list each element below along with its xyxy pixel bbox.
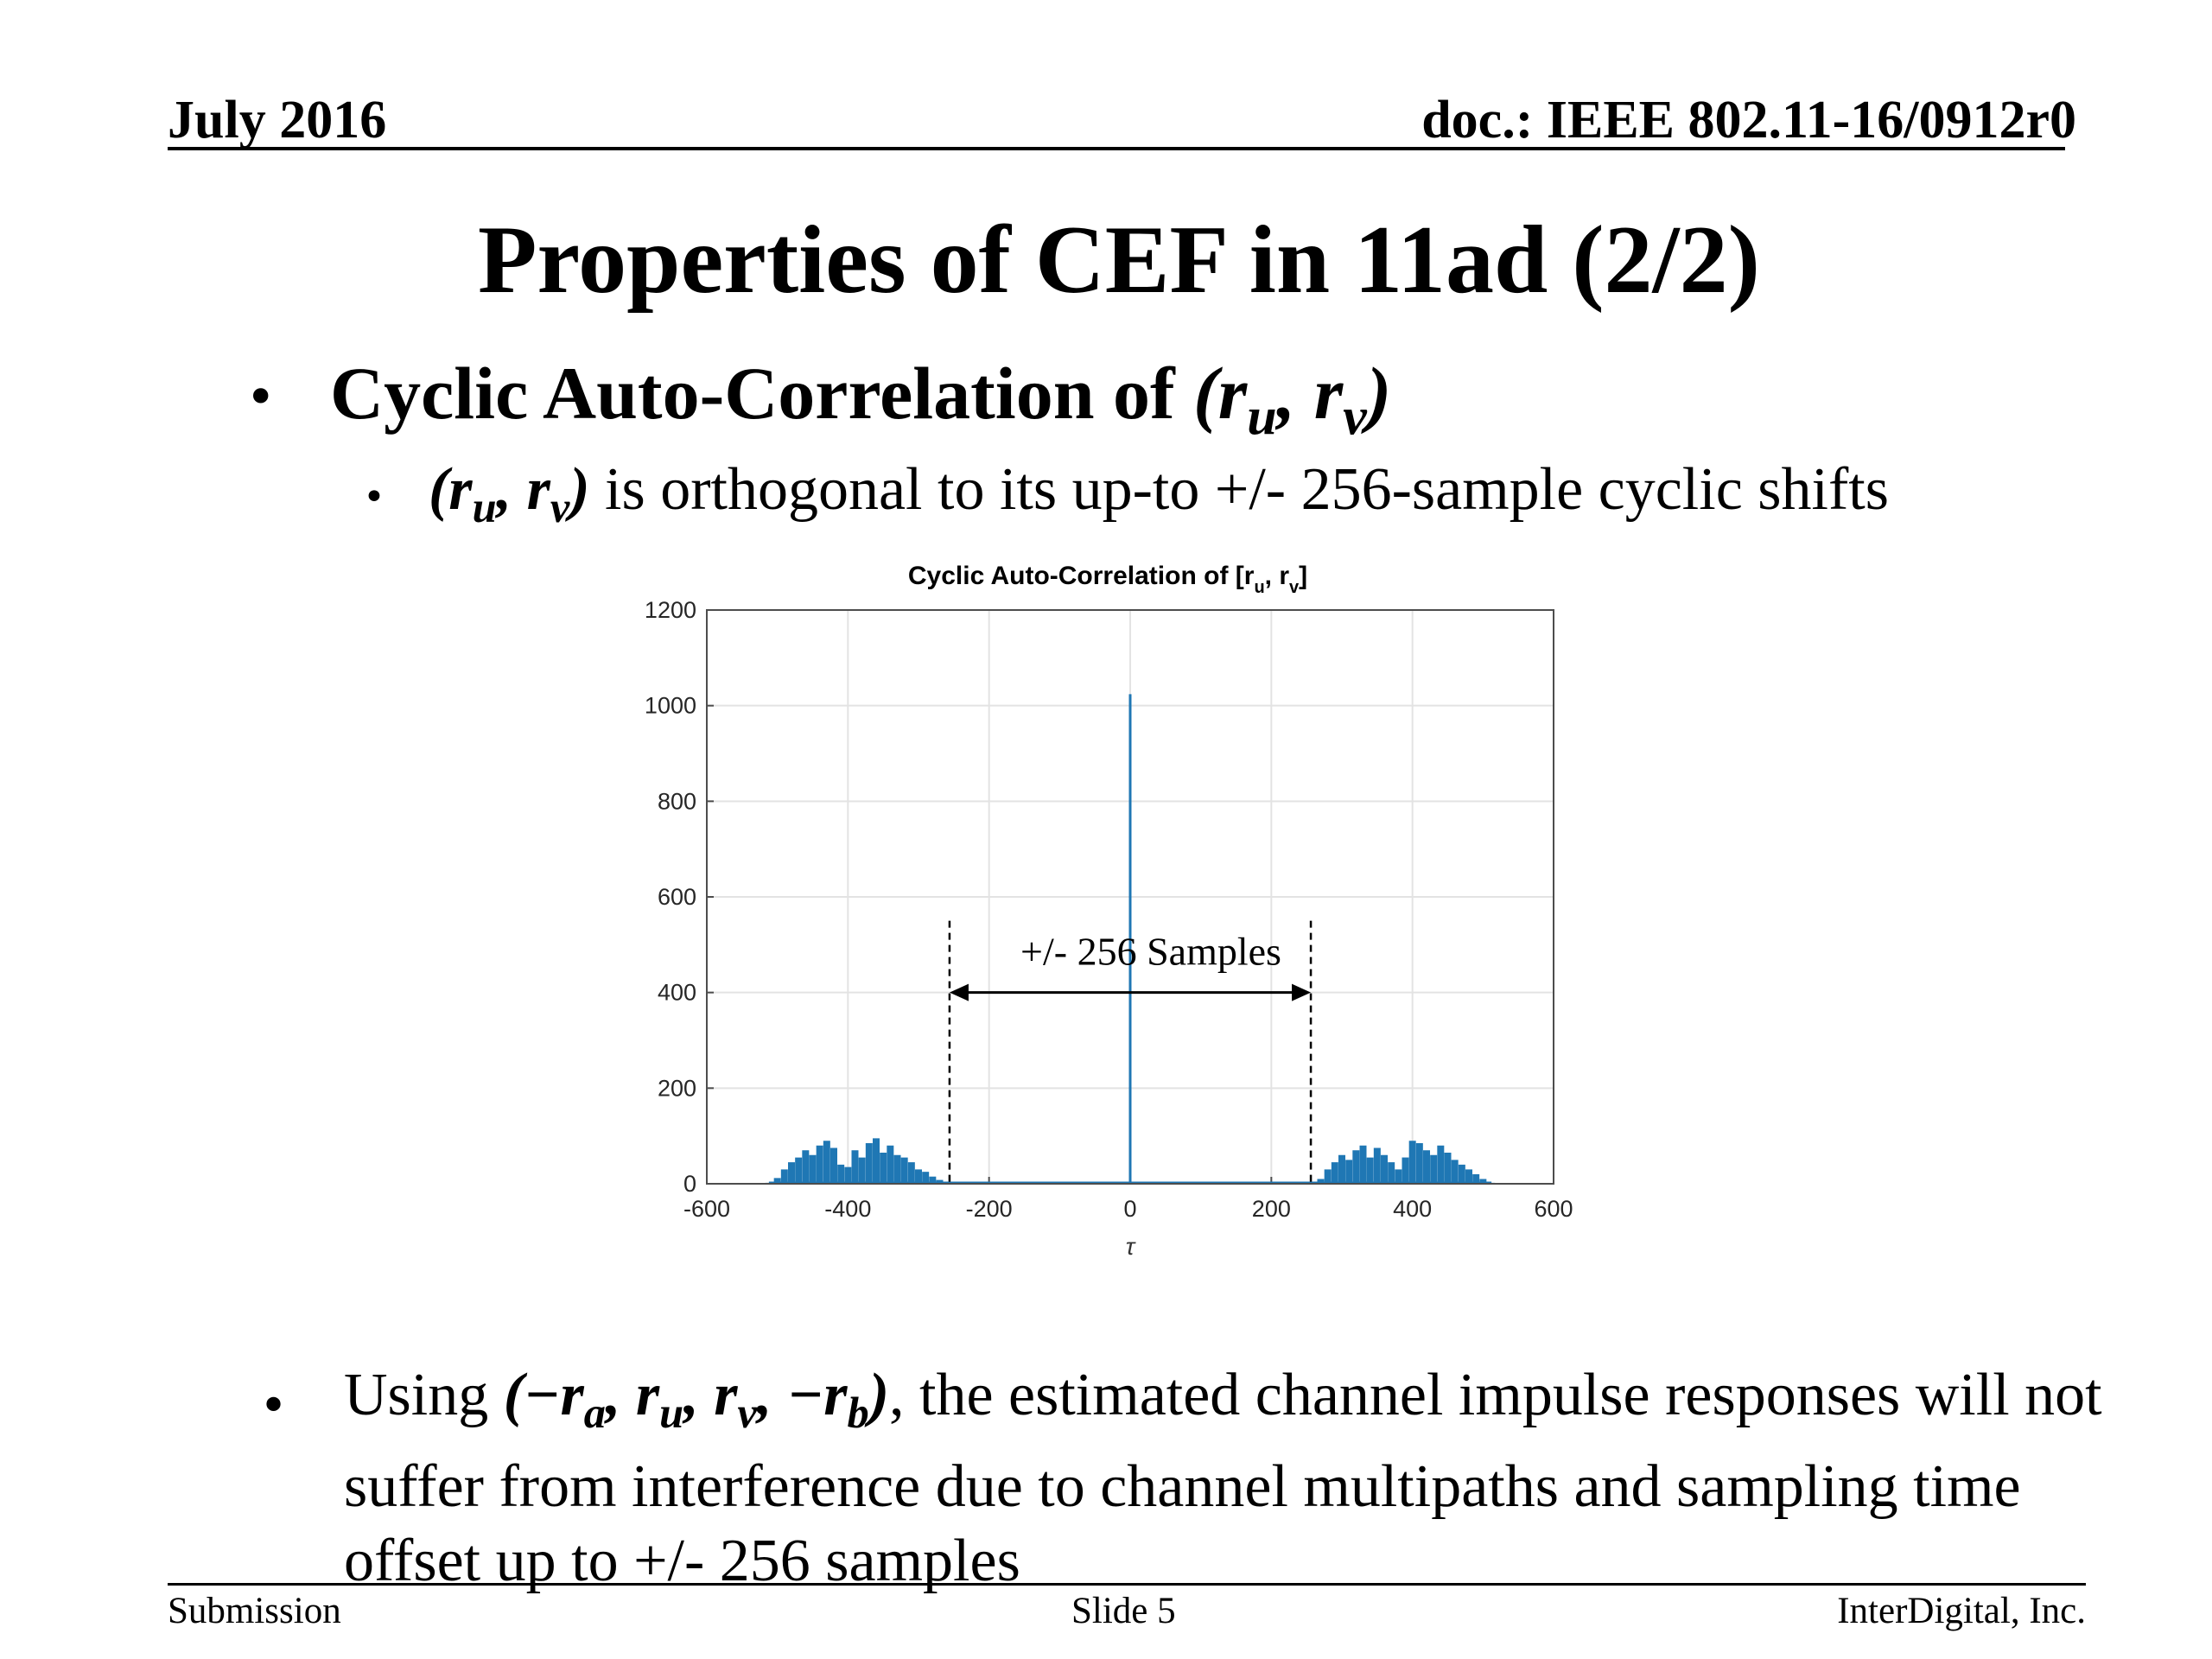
x-tick-label: -200 (966, 1196, 1013, 1222)
y-tick-label: 400 (658, 980, 696, 1006)
math-part: ) (868, 1362, 890, 1428)
math-expression: (−ra, ru, rv, −rb) (503, 1362, 890, 1437)
x-tick-label: 200 (1252, 1196, 1291, 1222)
chart-ticks: -600 -400 -200 0 200 400 600 0 200 400 600 800 1000 1… (645, 597, 1573, 1222)
chart-title: Cyclic Auto-Correlation of [ru, rv] (908, 562, 1307, 597)
y-tick-label: 800 (658, 788, 696, 814)
x-axis-label: τ (1126, 1233, 1136, 1260)
x-tick-label: 600 (1534, 1196, 1573, 1222)
math-expression: (ru, rv) (429, 456, 590, 531)
math-part: , r (683, 1362, 738, 1428)
chart-annotation: +/- 256 Samples (948, 920, 1313, 1184)
math-sub: u (1247, 387, 1277, 447)
autocorrelation-chart: Cyclic Auto-Correlation of [ru, rv] -600… (645, 562, 1573, 1260)
bullet-orthogonal: (ru, rv) is orthogonal to its up-to +/- … (429, 456, 1889, 532)
bullet-text: Cyclic Auto-Correlation of (330, 352, 1194, 435)
plot-frame (706, 609, 1554, 1185)
footer-company: InterDigital, Inc. (1837, 1591, 2086, 1631)
math-part: , r (1276, 352, 1344, 435)
bullet-marker: • (245, 367, 276, 428)
header-rule (168, 147, 2065, 150)
bullet-marker: • (363, 475, 385, 519)
header-date: July 2016 (168, 91, 387, 149)
math-part: ) (1366, 352, 1392, 435)
footer-submission: Submission (168, 1591, 341, 1631)
math-sub: v (737, 1389, 757, 1438)
math-sub: b (847, 1389, 869, 1438)
x-tick-label: -400 (824, 1196, 871, 1222)
math-sub: u (472, 483, 497, 532)
range-arrow-head-left (949, 983, 969, 1001)
bullet-text: Using (344, 1362, 504, 1428)
footer-slide-number: Slide 5 (1071, 1591, 1176, 1631)
math-part: (r (429, 456, 473, 523)
bullet-text: , the estimated channel impulse response… (344, 1362, 2102, 1595)
bullet-cyclic-autocorrelation: Cyclic Auto-Correlation of (ru, rv) (330, 353, 1391, 447)
bullet-marker: • (259, 1378, 289, 1434)
y-tick-label: 200 (658, 1075, 696, 1101)
y-tick-label: 1200 (645, 597, 696, 623)
math-sub: v (1343, 387, 1367, 447)
range-arrow-head-right (1292, 983, 1312, 1001)
footer-rule (168, 1583, 2086, 1586)
math-part: (−r (503, 1362, 584, 1428)
math-part: ) (569, 456, 590, 523)
x-tick-label: 400 (1393, 1196, 1432, 1222)
x-tick-label: 0 (1123, 1196, 1136, 1222)
math-sub: a (583, 1389, 606, 1438)
math-part: , r (496, 456, 550, 523)
slide-title: Properties of CEF in 11ad (2/2) (478, 207, 1760, 314)
bullet-channel-estimation: Using (−ra, ru, rv, −rb), the estimated … (344, 1358, 2124, 1599)
math-sub: u (659, 1389, 684, 1438)
math-part: , −r (756, 1362, 848, 1428)
header-doc-id: doc.: IEEE 802.11-16/0912r0 (1421, 91, 2076, 149)
y-tick-label: 1000 (645, 693, 696, 719)
y-tick-label: 0 (683, 1171, 696, 1197)
math-sub: v (550, 483, 570, 532)
x-tick-label: -600 (683, 1196, 730, 1222)
math-part: (r (1193, 352, 1248, 435)
bullet-text: is orthogonal to its up-to +/- 256-sampl… (589, 456, 1889, 523)
math-part: , r (605, 1362, 660, 1428)
math-expression: (ru, rv) (1193, 352, 1392, 447)
y-tick-label: 600 (658, 884, 696, 910)
range-annotation-label: +/- 256 Samples (1020, 930, 1281, 974)
